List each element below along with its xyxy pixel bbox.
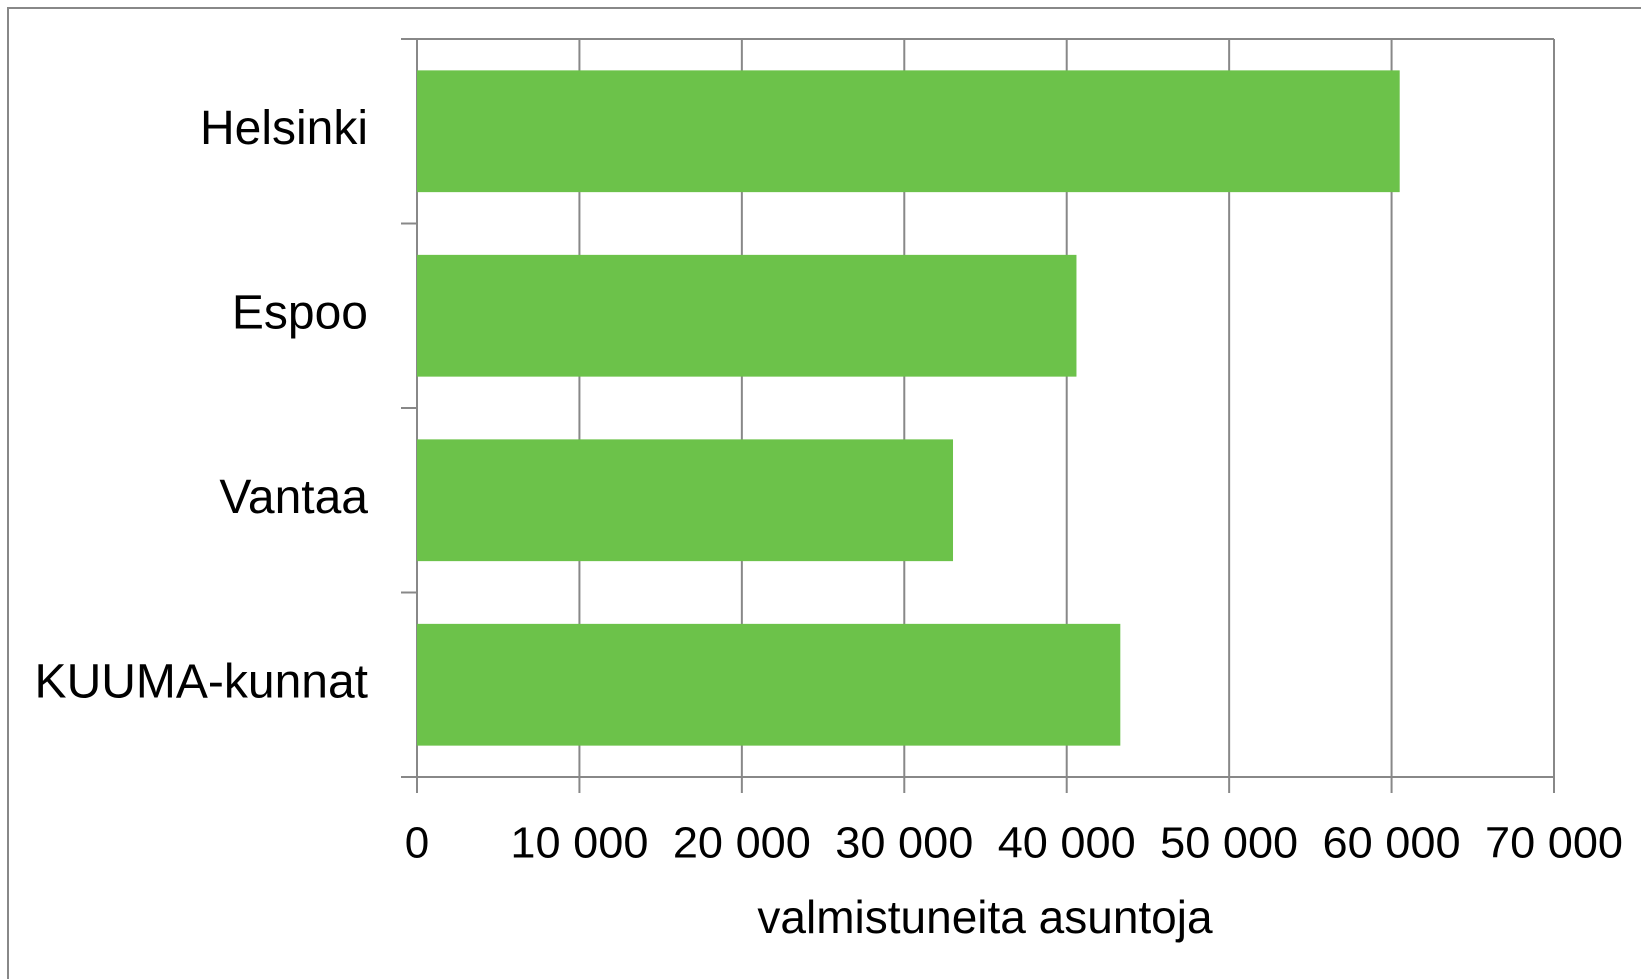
x-tick-label: 60 000 xyxy=(1323,819,1461,868)
bar xyxy=(417,70,1400,193)
x-axis-title: valmistuneita asuntoja xyxy=(757,891,1213,943)
x-tick-label: 50 000 xyxy=(1160,819,1298,868)
x-tick-label: 30 000 xyxy=(835,819,973,868)
bar xyxy=(417,623,1121,746)
bar xyxy=(417,254,1077,377)
y-tick-label: Espoo xyxy=(232,286,368,339)
x-tick-label: 0 xyxy=(405,819,429,868)
y-tick-label: Vantaa xyxy=(219,471,368,524)
y-tick-label: KUUMA-kunnat xyxy=(35,655,368,708)
y-tick-label: Helsinki xyxy=(200,102,368,155)
x-tick-label: 20 000 xyxy=(673,819,811,868)
chart-border xyxy=(7,7,1641,979)
bar xyxy=(417,439,954,562)
x-tick-label: 40 000 xyxy=(998,819,1136,868)
x-tick-label: 70 000 xyxy=(1485,819,1623,868)
x-tick-label: 10 000 xyxy=(510,819,648,868)
